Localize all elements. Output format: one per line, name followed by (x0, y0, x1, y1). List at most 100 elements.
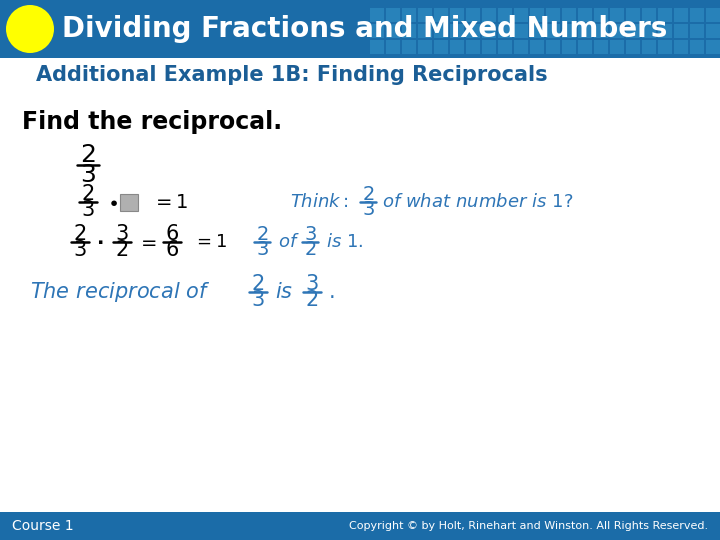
Bar (0, 0, 720, 58)
Bar (626, 24, 640, 38)
Bar (546, 40, 560, 54)
Bar (610, 24, 624, 38)
Bar (514, 24, 528, 38)
Bar (610, 8, 624, 22)
Text: Additional Example 1B: Finding Reciprocals: Additional Example 1B: Finding Reciproca… (36, 65, 548, 85)
Text: $2$: $2$ (362, 185, 374, 204)
Bar (466, 24, 480, 38)
Bar (610, 40, 624, 54)
Text: $6$: $6$ (165, 224, 179, 244)
Bar (562, 24, 576, 38)
Bar (386, 40, 400, 54)
Text: $2$: $2$ (115, 240, 129, 260)
Text: $3$: $3$ (251, 291, 265, 310)
Bar (578, 8, 592, 22)
Text: $2$: $2$ (251, 274, 264, 294)
Text: $3$: $3$ (81, 200, 95, 220)
Bar (120, 193, 138, 211)
Bar (386, 8, 400, 22)
Bar (594, 40, 608, 54)
Bar (498, 24, 512, 38)
Text: $\boldsymbol{\cdot}$: $\boldsymbol{\cdot}$ (96, 233, 104, 252)
Bar (386, 24, 400, 38)
Bar (498, 40, 512, 54)
Text: Find the reciprocal.: Find the reciprocal. (22, 110, 282, 134)
Bar (418, 24, 432, 38)
Bar (370, 40, 384, 54)
Bar (434, 40, 448, 54)
Bar (578, 40, 592, 54)
Bar (578, 24, 592, 38)
Bar (450, 24, 464, 38)
Text: $\bullet$: $\bullet$ (107, 192, 117, 212)
Bar (690, 40, 704, 54)
Bar (402, 40, 416, 54)
Bar (626, 40, 640, 54)
Text: $of$: $of$ (278, 233, 300, 251)
Text: $= 1$: $= 1$ (152, 192, 189, 212)
Bar (706, 40, 720, 54)
Text: $=$: $=$ (137, 233, 157, 252)
Bar (498, 8, 512, 22)
Text: $is$: $is$ (275, 282, 293, 302)
Bar (594, 8, 608, 22)
Bar (482, 24, 496, 38)
Bar (642, 40, 656, 54)
Bar (594, 24, 608, 38)
Bar (418, 8, 432, 22)
Text: $2$: $2$ (304, 240, 316, 259)
Bar (0, 512, 720, 540)
Bar (546, 24, 560, 38)
Bar (418, 40, 432, 54)
Bar (546, 8, 560, 22)
Text: $3$: $3$ (115, 224, 129, 244)
Bar (530, 40, 544, 54)
Bar (482, 8, 496, 22)
Bar (674, 8, 688, 22)
Bar (482, 40, 496, 54)
Bar (450, 8, 464, 22)
Text: $3$: $3$ (73, 240, 87, 260)
Bar (658, 24, 672, 38)
Bar (690, 24, 704, 38)
Bar (402, 8, 416, 22)
Text: $3$: $3$ (304, 225, 316, 244)
Bar (562, 40, 576, 54)
Text: $2$: $2$ (73, 224, 86, 244)
Text: $is\ 1.$: $is\ 1.$ (326, 233, 364, 251)
Text: $The\ reciprocal\ of$: $The\ reciprocal\ of$ (30, 280, 210, 304)
Text: $2$: $2$ (305, 291, 318, 310)
Text: $3$: $3$ (80, 163, 96, 187)
Text: $6$: $6$ (165, 240, 179, 260)
Text: $2$: $2$ (256, 225, 268, 244)
Text: Dividing Fractions and Mixed Numbers: Dividing Fractions and Mixed Numbers (62, 15, 667, 43)
Bar (642, 8, 656, 22)
Bar (530, 24, 544, 38)
Bar (658, 8, 672, 22)
Bar (690, 8, 704, 22)
Bar (370, 8, 384, 22)
Bar (402, 24, 416, 38)
Bar (626, 8, 640, 22)
Text: $3$: $3$ (305, 274, 319, 294)
Bar (562, 8, 576, 22)
Text: $3$: $3$ (361, 200, 374, 219)
Bar (706, 24, 720, 38)
Bar (466, 40, 480, 54)
Bar (450, 40, 464, 54)
Bar (434, 24, 448, 38)
Text: $= 1$: $= 1$ (193, 233, 227, 251)
Bar (658, 40, 672, 54)
Bar (514, 40, 528, 54)
Text: $.$: $.$ (328, 282, 334, 302)
Text: Copyright © by Holt, Rinehart and Winston. All Rights Reserved.: Copyright © by Holt, Rinehart and Winsto… (349, 521, 708, 531)
Bar (434, 8, 448, 22)
Text: $of\ what\ number\ is\ 1?$: $of\ what\ number\ is\ 1?$ (382, 193, 573, 211)
Text: $2$: $2$ (80, 143, 96, 167)
Text: $2$: $2$ (81, 184, 94, 204)
Bar (466, 8, 480, 22)
Circle shape (6, 5, 54, 53)
Text: Course 1: Course 1 (12, 519, 73, 533)
Bar (370, 24, 384, 38)
Bar (706, 8, 720, 22)
